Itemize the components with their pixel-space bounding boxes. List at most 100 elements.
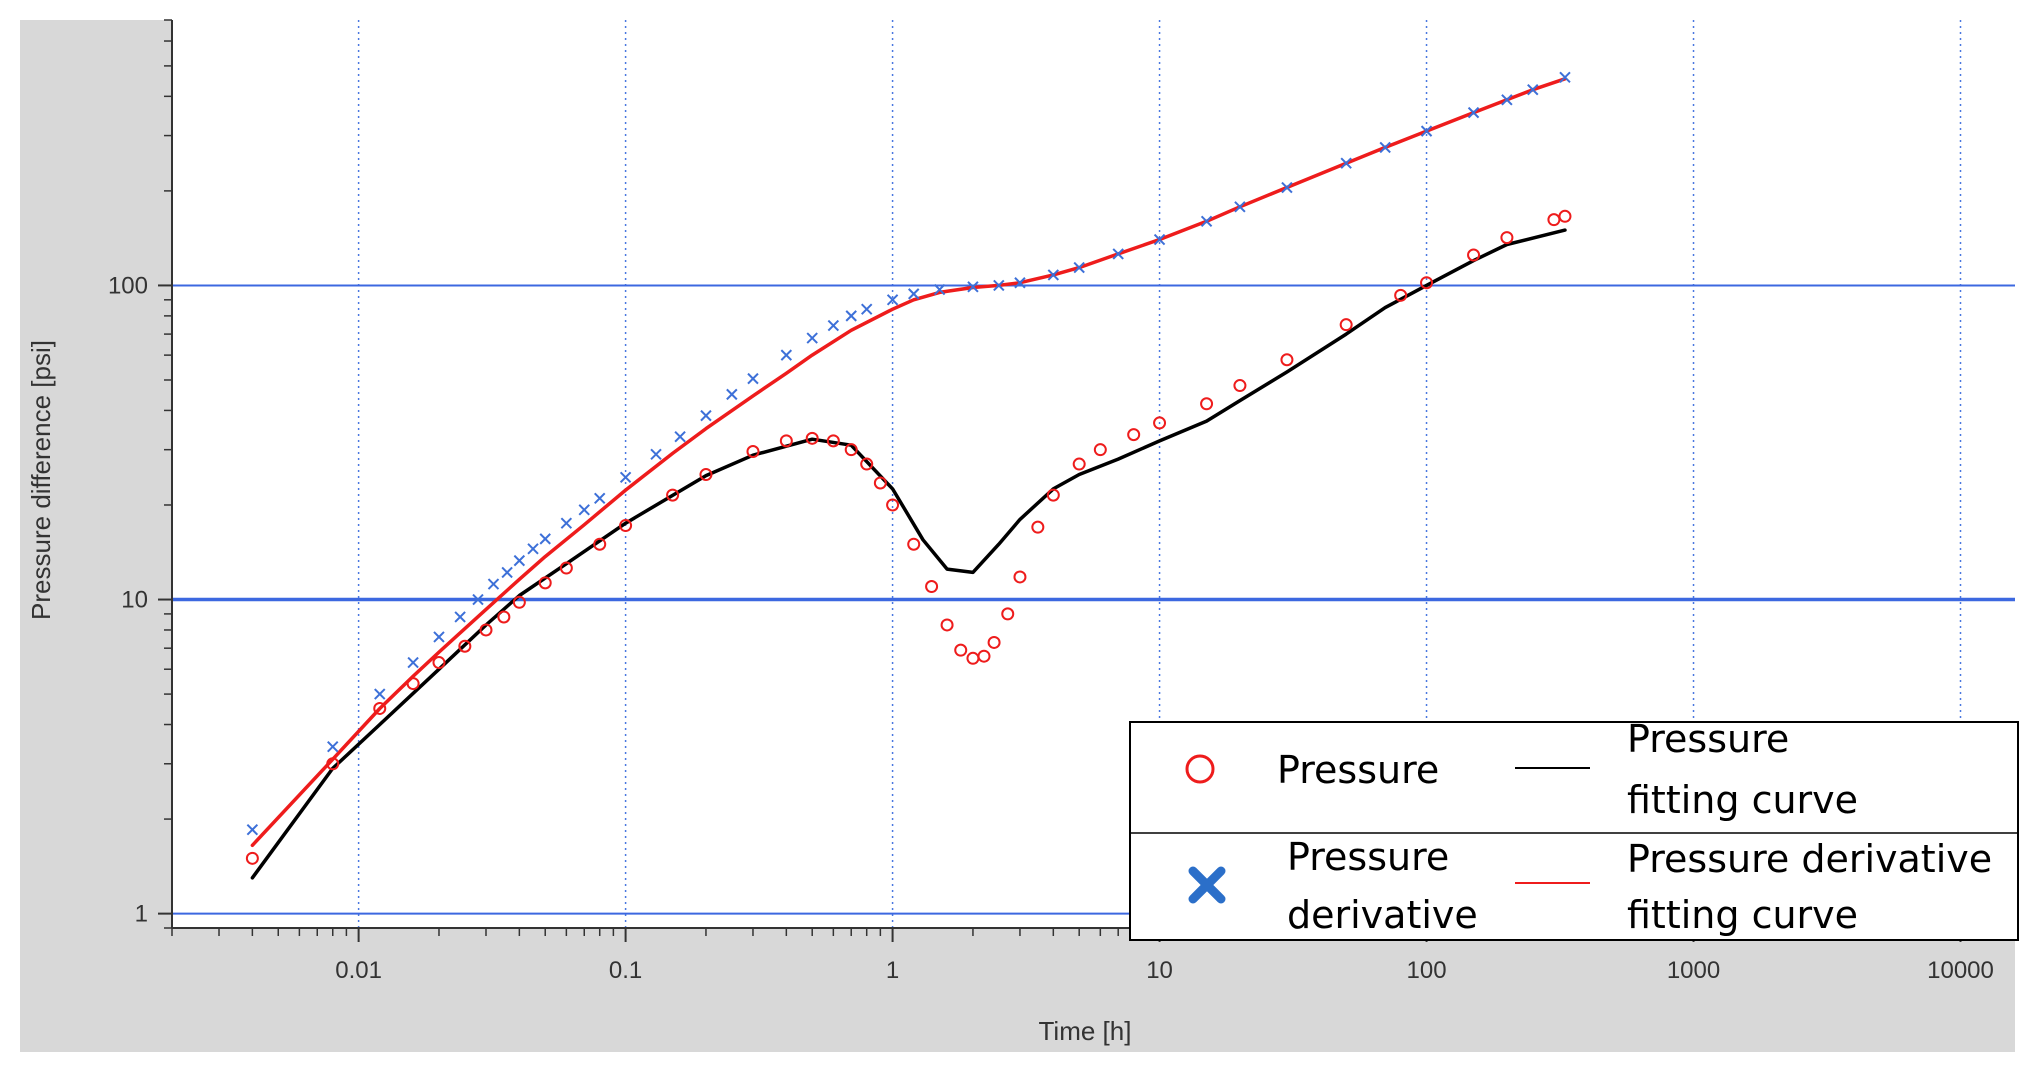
legend-box <box>1129 721 2019 941</box>
derivative-point <box>908 288 920 300</box>
pressure-point <box>954 643 968 657</box>
pressure-point <box>559 561 573 575</box>
y-axis-title: Pressure difference [psi] <box>26 340 56 620</box>
pressure-point <box>538 576 552 590</box>
pressure-point <box>1467 248 1481 262</box>
pressure-point <box>844 443 858 457</box>
pressure-point <box>1500 231 1514 245</box>
pressure-point <box>1031 520 1045 534</box>
derivative-point <box>1073 261 1085 274</box>
derivative-point <box>407 656 419 669</box>
pressure-point <box>479 623 493 637</box>
pressure-point <box>245 851 259 865</box>
y-ticks: 1 10 100 <box>108 19 172 929</box>
derivative-point <box>860 303 873 315</box>
pressure-point <box>1153 416 1167 430</box>
pressure-point <box>1200 397 1214 411</box>
series-layer <box>245 71 1572 880</box>
derivative-point <box>1153 233 1166 246</box>
pressure-point <box>779 434 793 448</box>
pressure-point <box>1001 607 1015 621</box>
pressure-point <box>326 757 340 771</box>
pressure-point <box>886 498 900 512</box>
x-tick-label: 10 <box>1146 957 1173 984</box>
derivative-point <box>513 554 526 567</box>
y-tick-label: 1 <box>135 901 148 928</box>
pressure-point <box>1558 209 1572 223</box>
derivative-point <box>472 593 484 606</box>
legend-pressure-fit-label-2: fitting curve <box>1627 778 1858 822</box>
pressure-point <box>1339 318 1353 332</box>
derivative-point <box>487 578 500 590</box>
derivative-point <box>501 566 513 579</box>
x-tick-label: 1000 <box>1667 957 1720 984</box>
pressure-point <box>432 656 446 670</box>
derivative-point <box>327 740 339 753</box>
derivative-point <box>246 824 259 836</box>
derivative-point <box>1467 106 1480 119</box>
derivative-point <box>1527 83 1539 96</box>
derivative-point <box>726 388 738 401</box>
legend-derivative-marker <box>1188 866 1226 904</box>
pressure-point <box>458 639 472 653</box>
legend-pressure-marker <box>1185 754 1215 784</box>
pressure-point <box>619 519 633 533</box>
derivative-point <box>1559 71 1571 83</box>
x-tick-label: 100 <box>1407 957 1447 984</box>
x-tick-label: 0.01 <box>335 957 382 984</box>
derivative-point <box>993 279 1005 292</box>
pressure-point <box>1093 443 1107 457</box>
pressure-point <box>497 610 511 624</box>
derivative-point <box>1200 215 1213 228</box>
derivative-point <box>806 332 818 344</box>
series-pressure <box>245 209 1572 865</box>
series-pressure-derivative-fitting-curve <box>250 77 1567 848</box>
legend-pressure-label: Pressure <box>1277 748 1439 792</box>
derivative-point <box>1281 181 1293 194</box>
y-tick-label: 10 <box>121 587 148 614</box>
pressure-point <box>512 595 526 609</box>
pressure-point <box>699 468 713 482</box>
derivative-point <box>1340 157 1352 169</box>
x-tick-label: 1 <box>886 957 899 984</box>
derivative-point <box>780 349 793 361</box>
pressure-point <box>805 431 819 445</box>
pressure-point <box>826 434 840 448</box>
x-axis-title: Time [h] <box>1039 1016 1132 1046</box>
derivative-point <box>594 492 606 505</box>
pressure-point <box>873 476 887 490</box>
derivative-point <box>1014 277 1026 289</box>
derivative-point <box>454 611 466 623</box>
pressure-point <box>593 537 607 551</box>
legend-derivative-fit-label-1: Pressure derivative <box>1627 837 1992 881</box>
derivative-point <box>650 448 662 461</box>
derivative-point <box>845 310 857 322</box>
legend-derivative-label-2: derivative <box>1287 893 1478 937</box>
pressure-point <box>977 649 991 663</box>
derivative-point <box>1501 94 1513 106</box>
series-pressure-fitting-curve <box>250 228 1567 880</box>
pressure-point <box>373 701 387 715</box>
derivative-point <box>1234 201 1246 213</box>
pressure-point <box>1420 276 1434 290</box>
pressure-point <box>1394 288 1408 302</box>
pressure-point <box>1046 488 1060 502</box>
legend-derivative-label-1: Pressure <box>1287 835 1449 879</box>
pressure-point <box>1233 379 1247 393</box>
legend: Pressure Pressure fitting curve Pressure… <box>1129 717 2019 941</box>
derivative-point <box>527 543 539 555</box>
derivative-point <box>933 283 946 296</box>
derivative-point <box>747 372 759 385</box>
derivative-point <box>886 294 899 306</box>
derivative-point <box>433 631 445 643</box>
derivative-point <box>827 319 840 332</box>
pressure-point <box>1013 570 1027 584</box>
derivative-point <box>1112 248 1124 260</box>
pressure-point <box>860 457 874 471</box>
derivative-point <box>1420 125 1433 137</box>
derivative-point <box>578 504 590 516</box>
x-tick-label: 0.1 <box>609 957 642 984</box>
y-tick-label: 100 <box>108 272 148 299</box>
derivative-point <box>539 533 551 545</box>
